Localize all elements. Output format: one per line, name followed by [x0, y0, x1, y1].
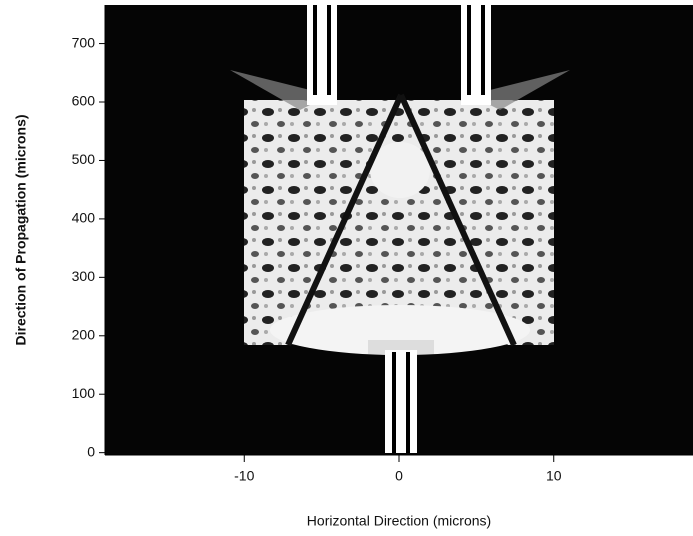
y-tick-label: 0 [87, 443, 95, 459]
y-tick-label: 100 [72, 385, 96, 401]
y-tick-label: 300 [72, 268, 96, 284]
x-tick-label: 10 [546, 468, 562, 484]
chart: Horizontal Direction (microns) Direction… [0, 0, 693, 536]
y-tick-label: 600 [72, 93, 96, 109]
y-axis-label: Direction of Propagation (microns) [13, 114, 29, 345]
y-tick-label: 500 [72, 151, 96, 167]
x-axis-label: Horizontal Direction (microns) [307, 513, 491, 529]
y-tick-label: 200 [72, 326, 96, 342]
field-image [105, 5, 693, 455]
y-tick-label: 700 [72, 34, 96, 50]
x-tick-label: -10 [234, 468, 254, 484]
x-tick-label: 0 [395, 468, 403, 484]
y-tick-label: 400 [72, 210, 96, 226]
